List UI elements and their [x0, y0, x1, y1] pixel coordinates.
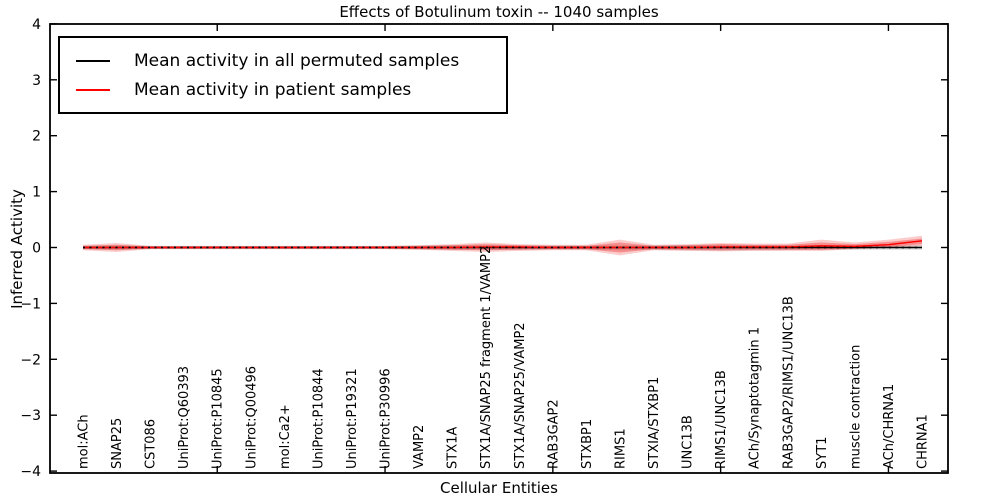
y-tick-label: 2	[32, 129, 41, 145]
line-patient-mean	[83, 240, 923, 249]
x-tick-label: STX1A/SNAP25/VAMP2	[513, 322, 528, 469]
x-tick-label: UniProt:P10845	[211, 368, 226, 469]
legend-label-permuted: Mean activity in all permuted samples	[134, 50, 460, 71]
plot-border	[49, 23, 949, 474]
y-tick-labels: 4 3 2 1 0 −1 −2 −3 −4	[20, 17, 41, 480]
x-tick-label: ACh/Synaptotagmin 1	[748, 327, 763, 469]
x-tick-label: VAMP2	[412, 425, 427, 469]
x-tick-label: mol:Ca2+	[278, 404, 293, 469]
y-tick-label: 3	[32, 73, 41, 89]
y-tick-label: 4	[32, 17, 41, 33]
x-tick-label: UniProt:Q60393	[177, 366, 192, 469]
y-tick-label: 1	[32, 185, 41, 201]
legend: Mean activity in all permuted samples Me…	[58, 36, 508, 114]
x-tick-label: STX1A/SNAP25 fragment 1/VAMP2	[479, 246, 494, 469]
band-patient-samples-range-outer	[83, 235, 922, 256]
legend-item-permuted: Mean activity in all permuted samples	[76, 46, 496, 75]
x-tick-label: CHRNA1	[916, 414, 931, 469]
y-axis-label: Inferred Activity	[8, 189, 26, 309]
x-tick-label: RAB3GAP2/RIMS1/UNC13B	[781, 296, 796, 469]
patient-line-swatch	[76, 88, 110, 91]
y-tick-label: −1	[20, 296, 41, 312]
y-tick-label: 0	[32, 241, 41, 257]
axis-ticks	[50, 23, 948, 473]
band-patient-samples-range-inner	[83, 238, 922, 253]
x-tick-label: UNC13B	[681, 415, 696, 469]
y-tick-label: −2	[20, 352, 41, 368]
x-axis-label: Cellular Entities	[440, 479, 558, 497]
legend-label-patient: Mean activity in patient samples	[134, 79, 412, 100]
x-tick-label: UniProt:Q00496	[244, 366, 259, 469]
x-tick-labels: mol:ACh SNAP25 CST086 UniProt:Q60393 UniProt…	[77, 246, 931, 469]
x-tick-label: CST086	[144, 419, 159, 469]
x-tick-label: UniProt:P10844	[311, 368, 326, 469]
permuted-line-swatch	[76, 59, 110, 62]
x-tick-label: STXBP1	[580, 419, 595, 469]
x-tick-label: RAB3GAP2	[546, 399, 561, 469]
x-tick-label: SYT1	[815, 437, 830, 469]
x-tick-label: ACh/CHRNA1	[882, 384, 897, 469]
confidence-bands	[83, 235, 922, 256]
x-tick-label: RIMS1/UNC13B	[714, 370, 729, 469]
y-tick-label: −3	[20, 408, 41, 424]
x-tick-label: SNAP25	[110, 418, 125, 469]
y-tick-label: −4	[20, 464, 41, 480]
x-tick-label: UniProt:P30996	[379, 368, 394, 469]
x-tick-label: mol:ACh	[77, 414, 92, 469]
x-tick-label: UniProt:P19321	[345, 368, 360, 469]
x-tick-label: muscle contraction	[848, 345, 863, 469]
x-tick-label: STXIA/STXBP1	[647, 377, 662, 469]
data-lines	[83, 240, 923, 249]
x-tick-label: STX1A	[446, 427, 461, 469]
chart-title: Effects of Botulinum toxin -- 1040 sampl…	[339, 3, 659, 21]
x-tick-label: RIMS1	[613, 428, 628, 469]
legend-item-patient: Mean activity in patient samples	[76, 75, 496, 104]
